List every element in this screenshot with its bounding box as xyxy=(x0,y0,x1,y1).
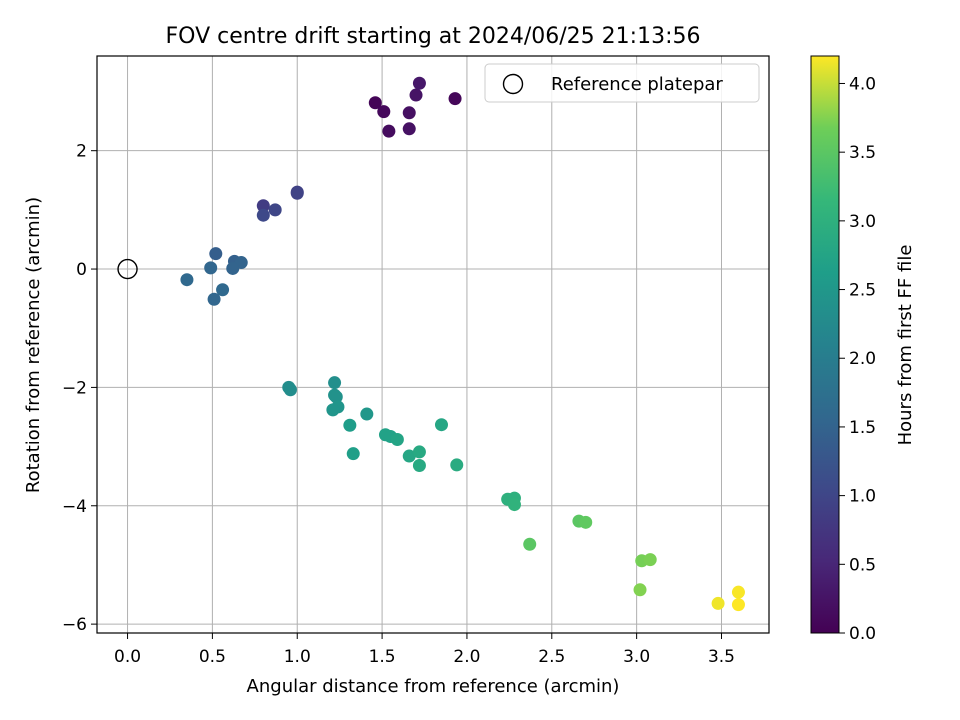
data-point xyxy=(731,585,745,599)
colorbar-tick-label: 2.0 xyxy=(849,349,876,369)
data-point xyxy=(643,553,657,567)
data-point xyxy=(507,498,521,512)
data-point xyxy=(368,96,382,110)
colorbar-tick-label: 0.5 xyxy=(849,555,876,575)
data-point xyxy=(402,106,416,120)
x-axis-ticks: 0.0 0.5 1.0 1.5 2.0 2.5 3.0 3.5 xyxy=(114,633,735,667)
data-point xyxy=(377,105,391,119)
colorbar-tick-label: 3.5 xyxy=(849,143,876,163)
reference-platepar-marker xyxy=(117,258,138,280)
grid xyxy=(97,56,769,633)
data-point xyxy=(343,418,357,432)
data-point xyxy=(711,596,725,610)
colorbar-tick-label: 3.0 xyxy=(849,212,876,232)
x-tick-label: 2.0 xyxy=(453,647,480,667)
data-point xyxy=(382,124,396,138)
data-point xyxy=(402,449,416,463)
legend: Reference platepar xyxy=(484,63,760,103)
y-tick-label: −4 xyxy=(62,497,87,517)
data-point xyxy=(328,376,342,390)
data-point xyxy=(204,261,218,275)
x-tick-label: 0.5 xyxy=(199,647,226,667)
x-tick-label: 3.5 xyxy=(708,647,735,667)
y-axis-ticks: −6 −4 −2 0 2 xyxy=(62,142,97,635)
data-point xyxy=(268,203,282,217)
data-point xyxy=(360,407,374,421)
x-axis-label: Angular distance from reference (arcmin) xyxy=(247,676,620,697)
y-tick-label: −6 xyxy=(62,615,87,635)
data-point xyxy=(346,447,360,461)
data-point xyxy=(209,247,223,261)
colorbar-tick-label: 4.0 xyxy=(849,74,876,94)
colorbar-tick-label: 1.5 xyxy=(849,418,876,438)
data-point xyxy=(216,283,230,297)
x-tick-label: 3.0 xyxy=(623,647,650,667)
data-points xyxy=(180,76,745,612)
plot-frame xyxy=(96,55,770,634)
y-axis-label: Rotation from reference (arcmin) xyxy=(23,197,44,493)
colorbar-tick-label: 2.5 xyxy=(849,281,876,301)
legend-reference-marker xyxy=(502,73,524,95)
legend-box xyxy=(484,63,760,103)
data-point xyxy=(633,583,647,597)
data-point xyxy=(579,515,593,529)
data-point xyxy=(731,598,745,612)
data-point xyxy=(412,445,426,459)
data-point xyxy=(450,458,464,472)
data-point xyxy=(448,92,462,106)
data-point xyxy=(412,459,426,473)
x-tick-label: 0.0 xyxy=(114,647,141,667)
colorbar-tick-label: 0.0 xyxy=(849,624,876,644)
data-point xyxy=(256,199,270,213)
data-point xyxy=(434,418,448,432)
data-point xyxy=(402,122,416,136)
data-point xyxy=(180,273,194,287)
data-point xyxy=(256,208,270,222)
colorbar-tick-label: 1.0 xyxy=(849,487,876,507)
x-tick-label: 1.5 xyxy=(369,647,396,667)
data-point xyxy=(290,186,304,200)
y-tick-label: −2 xyxy=(62,378,87,398)
y-tick-label: 0 xyxy=(76,260,87,280)
reference-marker-layer xyxy=(117,258,138,280)
chart-title: FOV centre drift starting at 2024/06/25 … xyxy=(166,24,701,49)
x-tick-label: 2.5 xyxy=(538,647,565,667)
colorbar-gradient xyxy=(810,55,840,634)
x-tick-label: 1.0 xyxy=(284,647,311,667)
data-point xyxy=(207,292,221,306)
data-point xyxy=(329,390,343,404)
colorbar-ticks: 0.0 0.5 1.0 1.5 2.0 2.5 3.0 3.5 4.0 xyxy=(839,74,876,644)
data-point xyxy=(409,88,423,102)
data-point xyxy=(326,403,340,417)
legend-entry-label: Reference platepar xyxy=(551,74,723,95)
y-tick-label: 2 xyxy=(76,142,87,162)
data-point xyxy=(226,261,240,275)
data-point xyxy=(523,537,537,551)
colorbar-label: Hours from first FF file xyxy=(895,245,916,446)
colorbar: 0.0 0.5 1.0 1.5 2.0 2.5 3.0 3.5 4.0 Hours from f… xyxy=(810,55,916,644)
data-point xyxy=(390,432,404,446)
data-point xyxy=(283,383,297,397)
data-point xyxy=(412,76,426,90)
